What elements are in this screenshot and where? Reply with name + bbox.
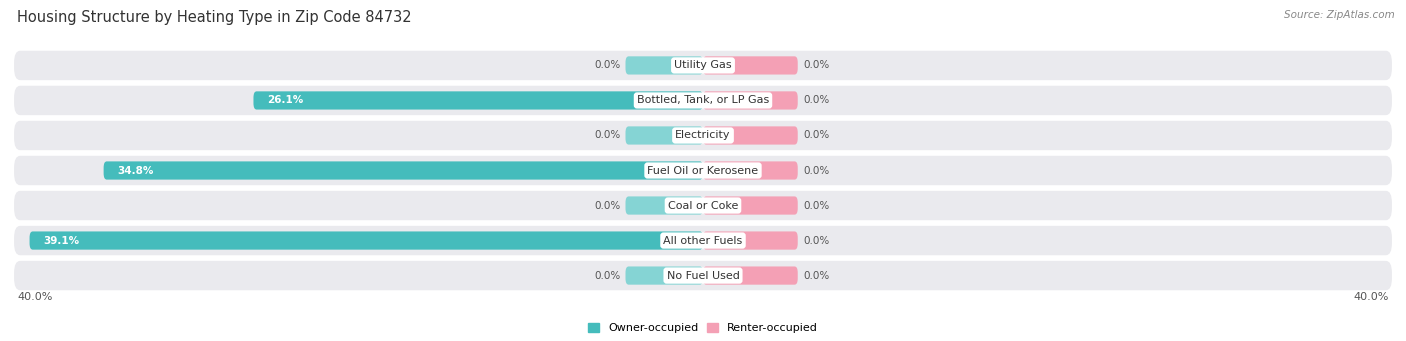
Text: Electricity: Electricity xyxy=(675,131,731,140)
FancyBboxPatch shape xyxy=(703,196,797,214)
FancyBboxPatch shape xyxy=(14,261,1392,290)
FancyBboxPatch shape xyxy=(14,226,1392,255)
Text: 0.0%: 0.0% xyxy=(595,270,620,281)
Text: 34.8%: 34.8% xyxy=(117,165,153,176)
Text: 40.0%: 40.0% xyxy=(1353,292,1389,302)
FancyBboxPatch shape xyxy=(703,266,797,285)
FancyBboxPatch shape xyxy=(14,86,1392,115)
FancyBboxPatch shape xyxy=(30,232,703,250)
Text: 0.0%: 0.0% xyxy=(803,165,830,176)
FancyBboxPatch shape xyxy=(703,56,797,75)
Text: 40.0%: 40.0% xyxy=(17,292,53,302)
Text: Coal or Coke: Coal or Coke xyxy=(668,201,738,210)
FancyBboxPatch shape xyxy=(626,196,703,214)
Text: 0.0%: 0.0% xyxy=(803,95,830,105)
FancyBboxPatch shape xyxy=(703,161,797,180)
FancyBboxPatch shape xyxy=(104,161,703,180)
FancyBboxPatch shape xyxy=(626,266,703,285)
Text: 0.0%: 0.0% xyxy=(803,201,830,210)
FancyBboxPatch shape xyxy=(14,156,1392,185)
FancyBboxPatch shape xyxy=(626,56,703,75)
Text: 0.0%: 0.0% xyxy=(803,60,830,71)
Text: No Fuel Used: No Fuel Used xyxy=(666,270,740,281)
Text: 0.0%: 0.0% xyxy=(595,60,620,71)
FancyBboxPatch shape xyxy=(14,51,1392,80)
Text: Fuel Oil or Kerosene: Fuel Oil or Kerosene xyxy=(647,165,759,176)
FancyBboxPatch shape xyxy=(14,191,1392,220)
FancyBboxPatch shape xyxy=(626,127,703,145)
Text: 26.1%: 26.1% xyxy=(267,95,304,105)
Text: 0.0%: 0.0% xyxy=(595,131,620,140)
Text: 0.0%: 0.0% xyxy=(803,236,830,246)
Text: 0.0%: 0.0% xyxy=(803,270,830,281)
Legend: Owner-occupied, Renter-occupied: Owner-occupied, Renter-occupied xyxy=(588,323,818,333)
FancyBboxPatch shape xyxy=(253,91,703,109)
Text: Housing Structure by Heating Type in Zip Code 84732: Housing Structure by Heating Type in Zip… xyxy=(17,10,412,25)
Text: 39.1%: 39.1% xyxy=(44,236,80,246)
FancyBboxPatch shape xyxy=(703,232,797,250)
Text: Source: ZipAtlas.com: Source: ZipAtlas.com xyxy=(1284,10,1395,20)
Text: Utility Gas: Utility Gas xyxy=(675,60,731,71)
FancyBboxPatch shape xyxy=(703,91,797,109)
FancyBboxPatch shape xyxy=(14,121,1392,150)
FancyBboxPatch shape xyxy=(703,127,797,145)
Text: Bottled, Tank, or LP Gas: Bottled, Tank, or LP Gas xyxy=(637,95,769,105)
Text: 0.0%: 0.0% xyxy=(595,201,620,210)
Text: 0.0%: 0.0% xyxy=(803,131,830,140)
Text: All other Fuels: All other Fuels xyxy=(664,236,742,246)
